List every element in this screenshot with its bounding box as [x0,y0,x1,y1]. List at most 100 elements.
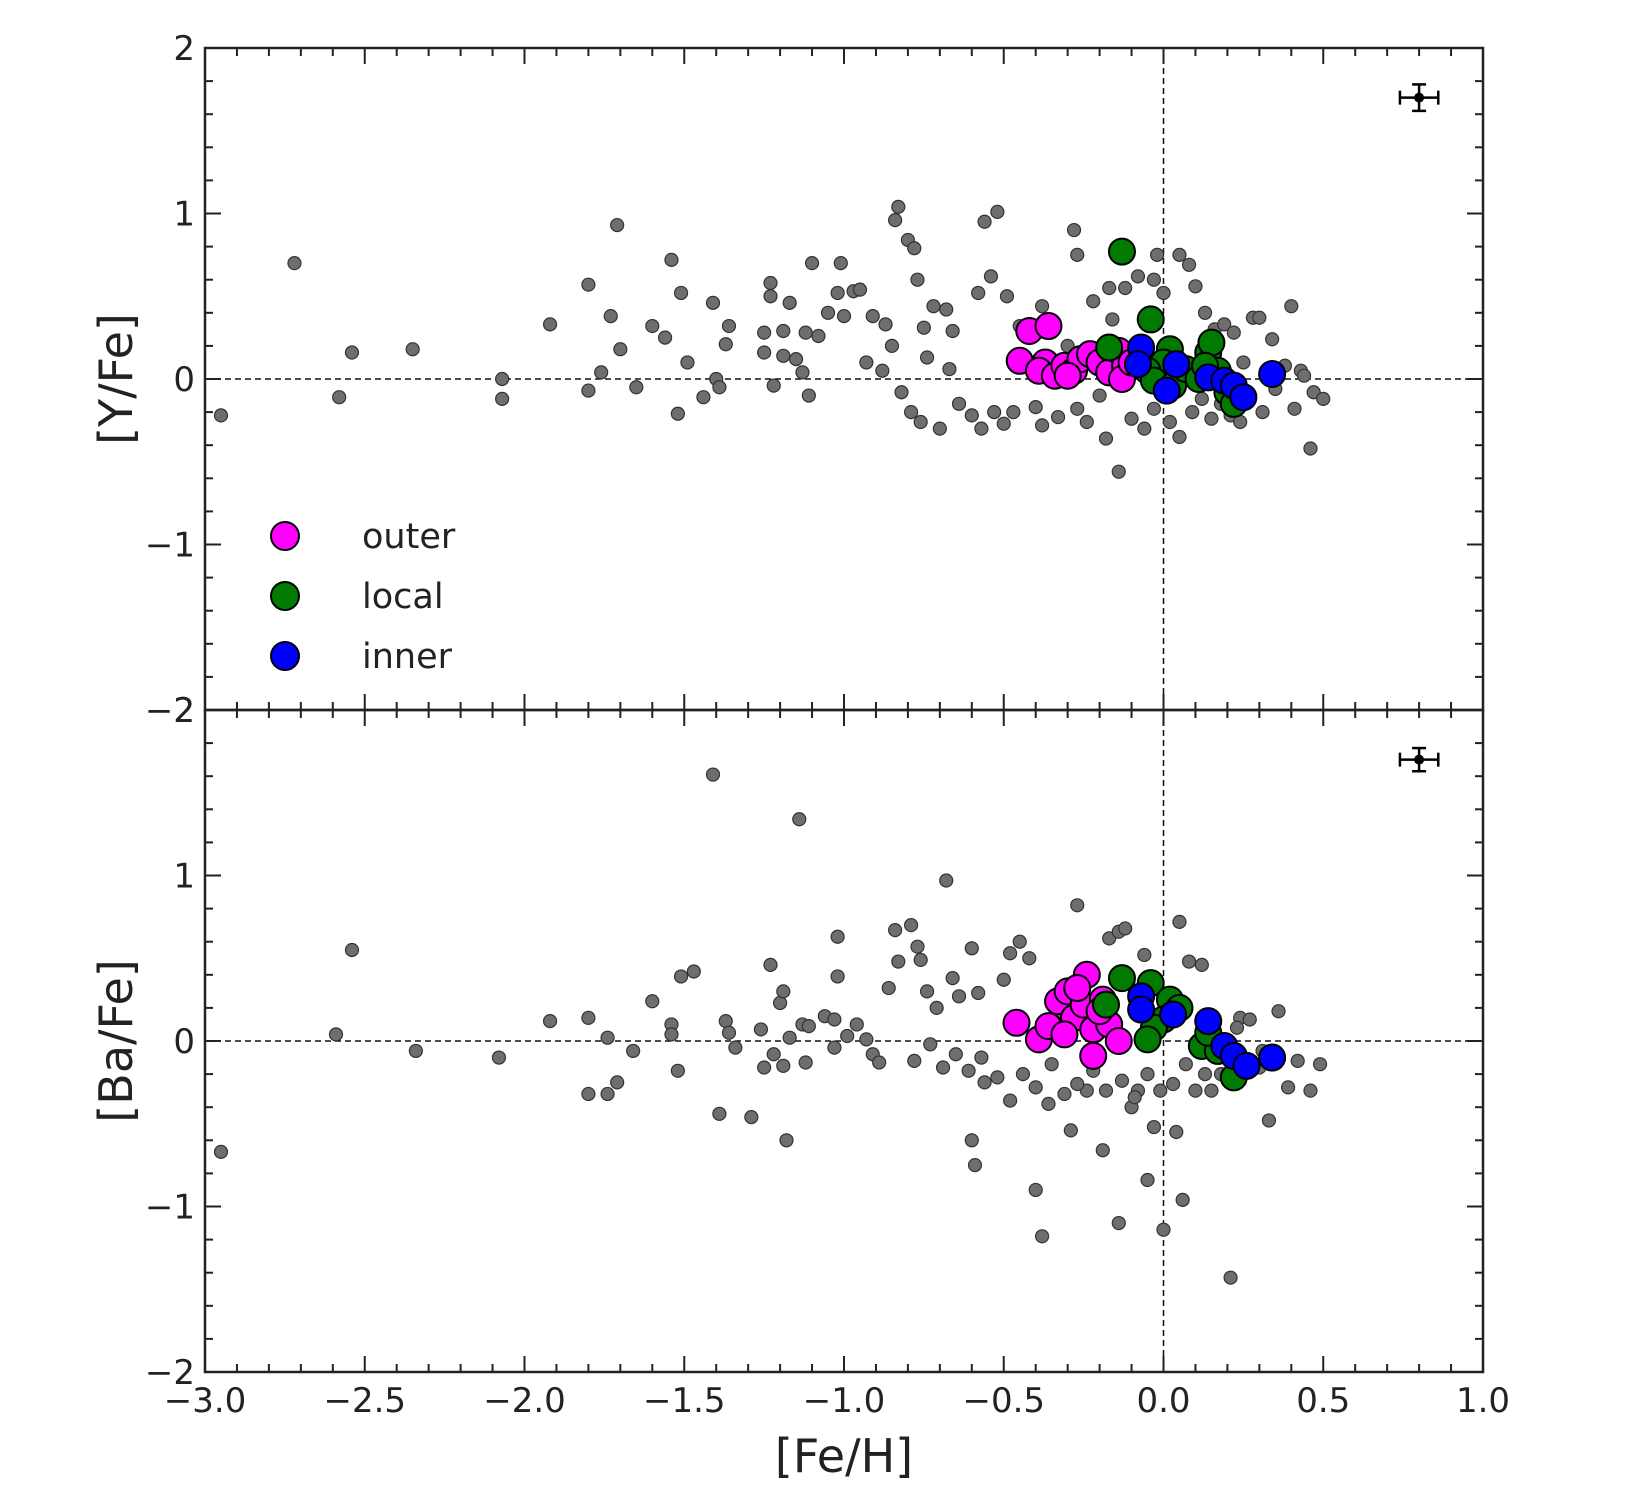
background-point [721,1025,737,1040]
inner-point [1152,376,1181,405]
background-sample-points [213,767,1328,1285]
background-point [712,1106,727,1121]
x-ticks [204,710,1484,1372]
background-point [878,317,893,332]
background-point [919,350,935,365]
background-point [664,252,679,267]
background-point [1028,1182,1043,1198]
background-point [1034,1229,1050,1244]
background-point [788,352,804,367]
background-point [913,952,928,968]
background-point [1092,388,1107,403]
local-point [1091,990,1120,1019]
background-point [945,323,960,339]
background-point [852,282,868,297]
background-point [1003,1093,1018,1108]
background-point [939,873,954,888]
background-point [910,272,925,287]
background-point [1070,898,1085,913]
local-point [1107,964,1136,993]
background-point [798,1055,813,1070]
background-point [328,1027,344,1042]
background-point [581,1010,596,1025]
y-tick-label: 1 [173,195,195,235]
background-point [1261,1113,1277,1128]
background-point [996,416,1011,431]
legend-label: local [362,577,444,617]
background-point [757,1060,772,1075]
y-axis-title: [Ba/Fe] [89,959,143,1122]
x-tick-label: −0.5 [962,1381,1045,1421]
background-point [987,405,1002,420]
background-point [1271,1004,1286,1019]
background-point [811,328,826,344]
background-point [1181,954,1197,969]
background-point [820,305,836,320]
background-point [779,1133,794,1148]
legend-item-inner: inner [270,637,453,677]
background-point [613,342,628,357]
background-point [213,1144,229,1159]
background-point [1124,411,1139,426]
background-point [344,942,360,958]
background-point [881,980,896,996]
background-point [1172,247,1187,262]
background-point [610,217,625,233]
background-point [718,1014,733,1029]
background-point [1217,317,1232,332]
y-tick-label: 2 [173,29,195,69]
legend-marker [270,641,300,671]
background-point [926,299,941,314]
x-tick-label: −2.5 [323,1381,406,1421]
background-point [1079,414,1094,430]
panel-bottom: −2 −1 0 1 2 [Ba/Fe] [89,691,1485,1393]
background-point [657,330,673,345]
background-point [833,256,848,271]
background-point [1204,411,1219,426]
background-point [344,345,360,360]
y-axis-title: [Y/Fe] [89,313,143,445]
background-point [939,302,954,317]
background-point [903,918,919,933]
background-point [795,365,810,380]
panel-top: −2 −1 0 1 2 [Y/Fe] [89,29,1485,731]
background-point [1265,332,1280,347]
background-point [1185,405,1200,420]
background-point [600,1030,615,1045]
background-point [610,1075,625,1090]
background-point [801,1019,816,1034]
background-point [1057,1086,1072,1102]
inner-point [1162,350,1191,379]
background-point [673,969,689,984]
y-ticks: −2 −1 0 1 2 [145,691,1483,1393]
background-point [686,964,701,979]
background-point [964,1133,979,1148]
background-point [753,1022,769,1037]
background-point [1079,1083,1094,1098]
background-point [977,1075,992,1090]
background-point [999,289,1015,304]
background-point [213,408,229,423]
background-point [542,1014,558,1029]
background-point [923,1037,938,1052]
background-point [1034,299,1050,314]
background-point [1236,355,1251,370]
background-point [1130,269,1146,284]
background-point [1098,431,1114,446]
y-ticks: −2 −1 0 1 2 [145,29,1483,731]
background-point [849,1017,864,1032]
background-point [792,812,807,827]
background-point [907,241,922,256]
background-point [974,1050,989,1065]
background-point [696,390,711,405]
background-point [990,204,1005,219]
background-point [945,971,960,986]
background-point [967,1158,983,1173]
y-tick-label: −2 [145,1353,195,1393]
background-point [1306,385,1321,400]
x-tick-labels: −3.0 −2.5 −2.0 −1.5 −1.0 −0.5 0.0 0.5 1.0 [164,1381,1510,1421]
background-point [961,1063,976,1078]
x-axis-title: [Fe/H] [775,1429,913,1483]
background-point [332,390,347,405]
background-point [408,1043,423,1059]
